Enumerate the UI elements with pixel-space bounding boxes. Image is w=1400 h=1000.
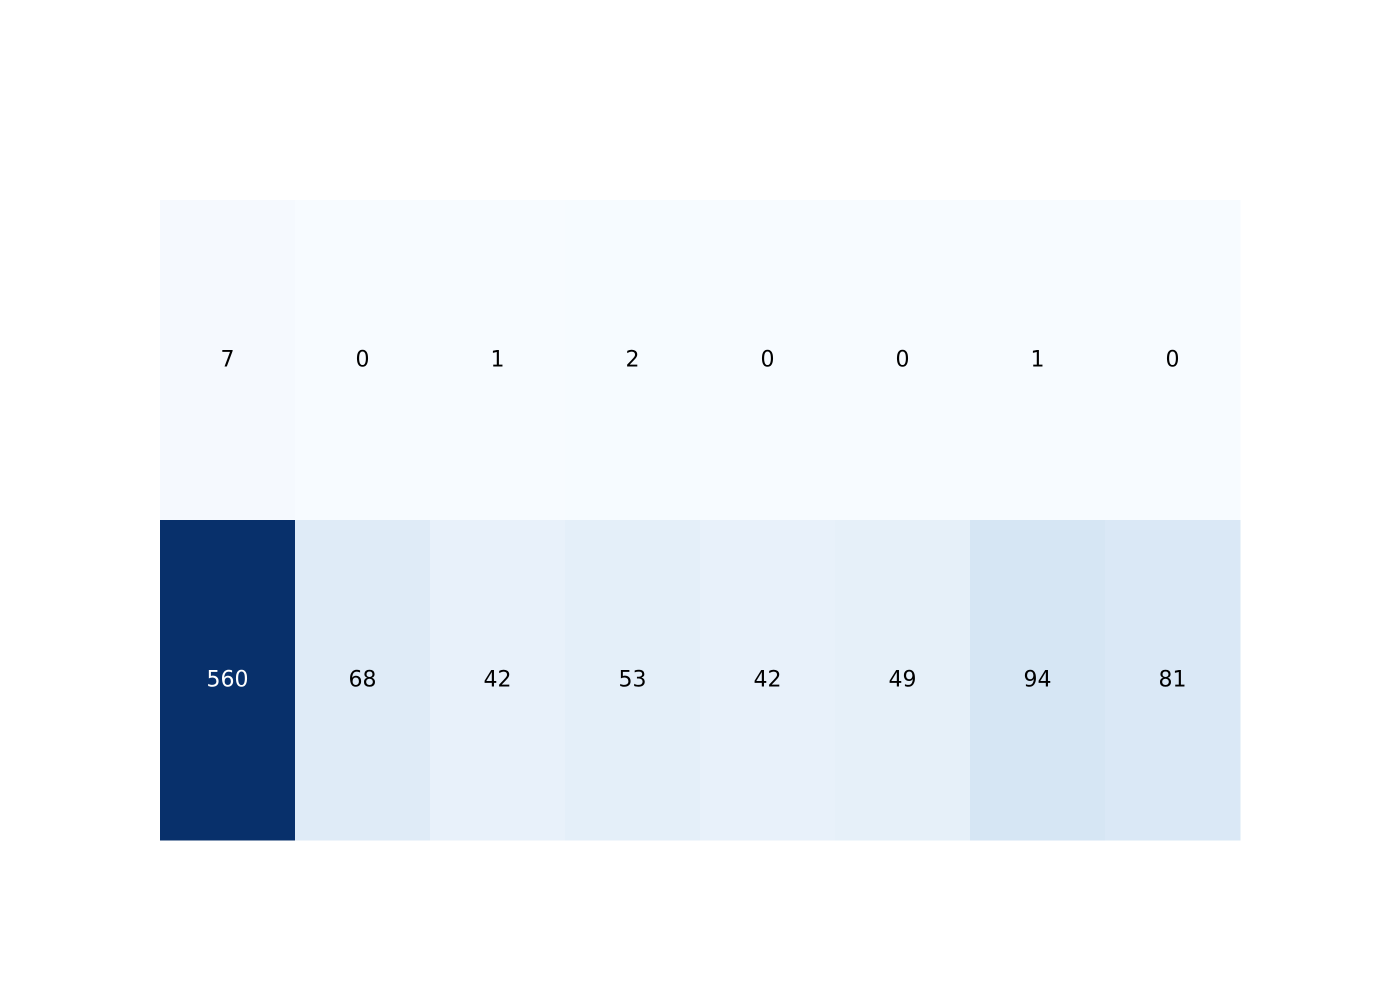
heatmap-cell-label: 81 xyxy=(1159,668,1187,693)
heatmap-cell xyxy=(295,200,431,521)
heatmap-cell xyxy=(835,200,971,521)
heatmap-cell xyxy=(160,520,296,841)
heatmap-cell-labels: 7 0 1 2 0 0 1 0 560 68 42 53 42 49 94 81 xyxy=(207,348,1187,693)
heatmap-cell-label: 1 xyxy=(491,348,505,373)
heatmap-cell xyxy=(565,520,701,841)
heatmap-cells xyxy=(160,200,1241,841)
heatmap-cell-label: 1 xyxy=(1031,348,1045,373)
heatmap-cell-label: 2 xyxy=(626,348,640,373)
heatmap-cell-label: 53 xyxy=(619,668,647,693)
heatmap-cell xyxy=(295,520,431,841)
heatmap-cell xyxy=(835,520,971,841)
heatmap-cell xyxy=(1105,200,1241,521)
heatmap-cell-label: 560 xyxy=(207,668,249,693)
heatmap-cell-label: 68 xyxy=(349,668,377,693)
heatmap-cell xyxy=(700,200,836,521)
heatmap-cell-label: 0 xyxy=(1166,348,1180,373)
heatmap-cell xyxy=(970,520,1106,841)
heatmap-cell xyxy=(700,520,836,841)
heatmap-cell-label: 0 xyxy=(356,348,370,373)
heatmap-cell-label: 42 xyxy=(484,668,512,693)
heatmap-cell-label: 42 xyxy=(754,668,782,693)
heatmap-cell xyxy=(430,520,566,841)
heatmap-cell xyxy=(565,200,701,521)
heatmap-cell xyxy=(1105,520,1241,841)
heatmap-cell-label: 49 xyxy=(889,668,917,693)
heatmap-cell xyxy=(430,200,566,521)
heatmap-cell-label: 7 xyxy=(221,348,235,373)
heatmap-cell-label: 94 xyxy=(1024,668,1052,693)
heatmap-cell-label: 0 xyxy=(761,348,775,373)
heatmap-cell xyxy=(160,200,296,521)
heatmap-cell-label: 0 xyxy=(896,348,910,373)
heatmap-cell xyxy=(970,200,1106,521)
